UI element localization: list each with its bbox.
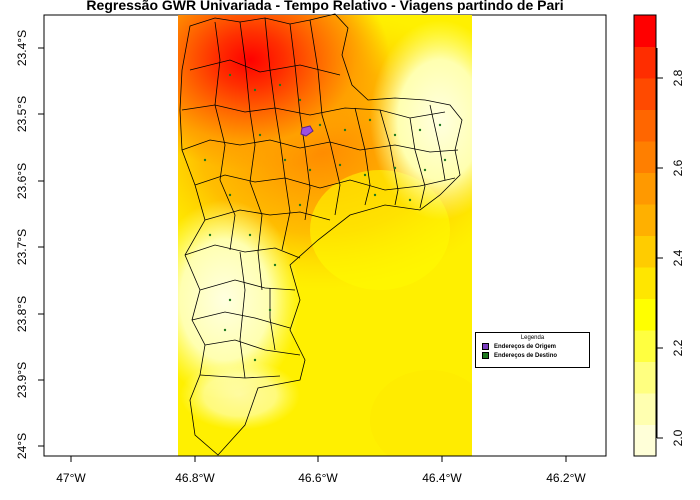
district-boundaries bbox=[179, 13, 463, 456]
colorbar-band bbox=[634, 15, 656, 47]
colorbar-tick-label: 2.2 bbox=[671, 339, 685, 356]
legend-item-destination: Endereços de Destino bbox=[482, 352, 589, 359]
colorbar-axis bbox=[656, 48, 663, 439]
x-tick-label: 46.6°W bbox=[298, 471, 338, 485]
colorbar-band bbox=[634, 330, 656, 362]
x-tick-label: 46.4°W bbox=[422, 471, 462, 485]
colorbar-band bbox=[634, 361, 656, 394]
y-tick-label: 23.6°S bbox=[15, 163, 29, 199]
colorbar-band bbox=[634, 267, 656, 299]
x-tick-label: 46.2°W bbox=[546, 471, 586, 485]
x-tick-label: 47°W bbox=[56, 471, 86, 485]
colorbar-tick-label: 2.0 bbox=[671, 429, 685, 446]
legend-title: Legenda bbox=[520, 335, 545, 341]
colorbar-band bbox=[634, 204, 656, 236]
colorbar-band bbox=[634, 46, 656, 79]
colorbar-tick-label: 2.6 bbox=[671, 159, 685, 176]
y-tick-label: 23.4°S bbox=[15, 30, 29, 66]
colorbar-band bbox=[634, 141, 656, 173]
map-legend: Legenda Endereços de Origem Endereços de… bbox=[475, 332, 590, 368]
colorbar bbox=[633, 14, 657, 457]
x-axis bbox=[70, 455, 567, 462]
legend-label: Endereços de Origem bbox=[494, 343, 557, 350]
colorbar-band bbox=[634, 235, 656, 268]
legend-label: Endereços de Destino bbox=[494, 352, 558, 359]
y-tick-label: 23.7°S bbox=[15, 229, 29, 265]
y-tick-label: 23.8°S bbox=[15, 296, 29, 332]
colorbar-tick-label: 2.4 bbox=[671, 249, 685, 266]
x-tick-label: 46.8°W bbox=[175, 471, 215, 485]
y-tick-label: 23.5°S bbox=[15, 96, 29, 132]
colorbar-band bbox=[634, 393, 656, 425]
page-title: Regressão GWR Univariada - Tempo Relativ… bbox=[86, 0, 564, 13]
colorbar-frame bbox=[633, 14, 657, 457]
y-axis bbox=[38, 47, 45, 447]
colorbar-band bbox=[634, 424, 656, 457]
colorbar-band bbox=[634, 109, 656, 142]
origin-marker bbox=[300, 125, 314, 137]
gwr-raster bbox=[178, 15, 472, 456]
legend-item-origin: Endereços de Origem bbox=[482, 343, 589, 350]
colorbar-band bbox=[634, 78, 656, 110]
colorbar-band bbox=[634, 298, 656, 331]
destination-points bbox=[203, 73, 447, 362]
y-tick-label: 24°S bbox=[15, 433, 29, 459]
colorbar-tick-label: 2.8 bbox=[671, 69, 685, 86]
legend-swatch bbox=[482, 352, 489, 359]
legend-swatch bbox=[482, 343, 489, 350]
colorbar-band bbox=[634, 172, 656, 205]
y-tick-label: 23.9°S bbox=[15, 362, 29, 398]
